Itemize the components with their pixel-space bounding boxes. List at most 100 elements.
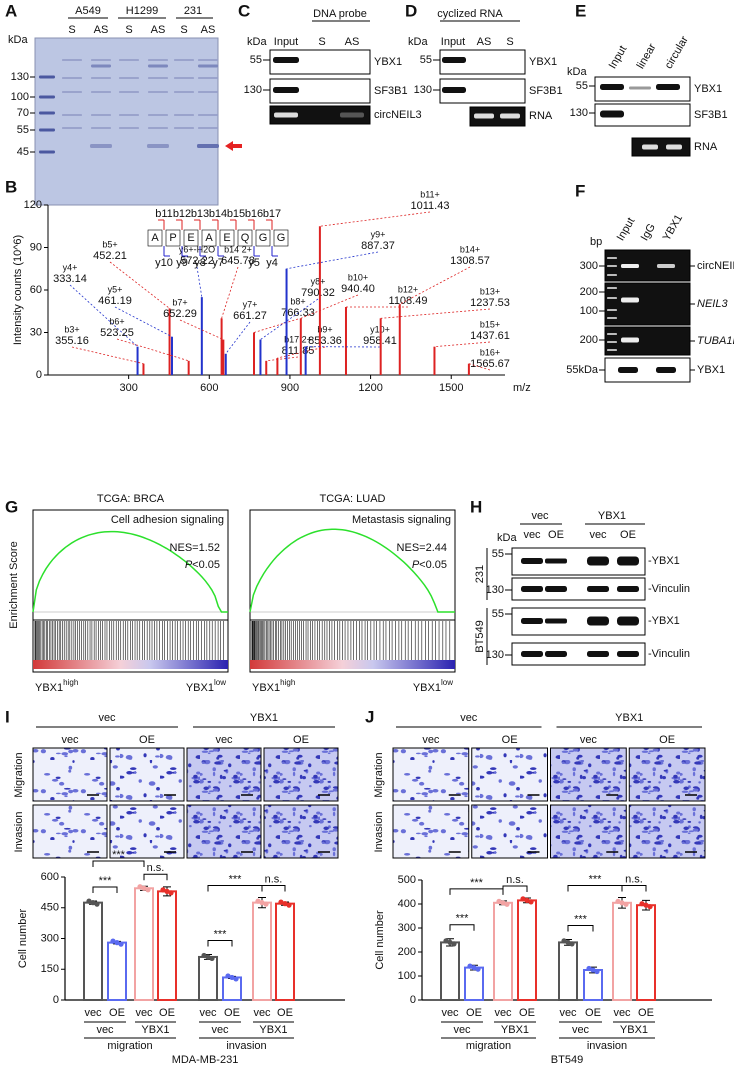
subgroup: YBX1 [259, 1024, 287, 1036]
band [657, 264, 675, 268]
band [174, 77, 194, 79]
band [521, 618, 543, 624]
band [148, 77, 168, 79]
band [198, 77, 218, 79]
lane: Input [274, 36, 298, 48]
point [286, 902, 292, 908]
blot [604, 249, 691, 282]
title: cyclized RNA [437, 8, 503, 20]
gene: YBX1 [252, 682, 280, 694]
sig-bracket [449, 888, 504, 895]
band [273, 57, 299, 63]
point [118, 941, 124, 947]
panel-letter: I [5, 707, 10, 726]
row-label: NEIL3 [697, 298, 728, 310]
marker: 55 [420, 54, 432, 66]
point [282, 901, 288, 907]
x-tick-label: OE [466, 1007, 482, 1019]
x-tick-label: 1200 [358, 382, 382, 394]
y-ion: y8 [194, 257, 206, 269]
y-tick-label: 0 [53, 994, 59, 1006]
band [607, 341, 617, 343]
residue-box [273, 229, 289, 247]
y-ion: y7 [212, 257, 224, 269]
micrograph [263, 747, 339, 802]
row-label: circNEIL3 [697, 260, 734, 272]
band [198, 114, 218, 116]
band [656, 84, 680, 90]
micrograph [550, 747, 627, 802]
sig-bracket [502, 885, 528, 892]
b-ion: b17 [263, 208, 281, 220]
rule [399, 266, 471, 305]
point [586, 965, 592, 972]
cell-line: H1299 [126, 5, 158, 17]
band [607, 274, 617, 276]
peak-mass: 572.22 [180, 255, 214, 267]
band [521, 651, 543, 657]
x-tick-label: OE [585, 1007, 601, 1019]
x-tick-label: vec [253, 1007, 271, 1019]
marker: 55 [492, 608, 504, 620]
point [229, 974, 235, 981]
cell-line: A549 [75, 5, 101, 17]
point [164, 888, 170, 894]
band [607, 287, 617, 289]
peak-label: y9+ [371, 229, 386, 239]
band [62, 127, 82, 129]
lane: AS [151, 24, 166, 36]
row-label: Invasion [13, 812, 25, 853]
band [174, 59, 194, 61]
blot [604, 357, 691, 383]
micrograph [628, 804, 706, 859]
band [174, 127, 194, 129]
band [587, 651, 609, 657]
residue: A [205, 232, 213, 244]
b-ion: b12 [173, 208, 191, 220]
band [197, 144, 219, 148]
point [201, 952, 207, 959]
x-tick-label: vec [494, 1007, 512, 1019]
rule [319, 211, 431, 227]
lane: linear [635, 41, 659, 71]
marker: 130 [414, 84, 432, 96]
group: vec [531, 510, 549, 522]
micrograph [471, 747, 548, 802]
band [607, 257, 617, 259]
gene: YBX1 [35, 682, 63, 694]
row-label: SF3B1 [529, 85, 563, 97]
band [545, 586, 567, 592]
band [91, 64, 111, 68]
rule [221, 266, 239, 319]
b-ion: b16 [245, 208, 263, 220]
p-rest: <0.05 [419, 559, 447, 571]
y-axis-label: Intensity counts (10^6) [12, 235, 24, 345]
band [600, 84, 624, 90]
y-tick-label: 60 [30, 284, 42, 296]
y-tick-label: 0 [410, 994, 416, 1006]
band [198, 59, 218, 61]
row-label: SF3B1 [374, 85, 408, 97]
sig-bracket [261, 885, 286, 892]
peak-label: b5+ [102, 239, 117, 249]
lane: circular [663, 34, 691, 71]
rule [225, 321, 251, 354]
rule [196, 266, 203, 298]
y-tick-label: 100 [398, 970, 416, 982]
sig-bracket [567, 925, 594, 932]
x-tick-label: OE [277, 1007, 293, 1019]
rule [109, 261, 170, 309]
p-symbol: P [185, 559, 193, 571]
peak-label: b8+ [290, 296, 305, 306]
unit: kDa [567, 66, 587, 78]
residue: E [187, 232, 194, 244]
panel-letter: B [5, 177, 17, 196]
marker: 200 [580, 286, 598, 298]
y-axis-label: Cell number [374, 910, 386, 970]
band [607, 309, 617, 311]
peak-mass: 1108.49 [389, 295, 428, 307]
residue-box [255, 229, 271, 247]
rule [69, 284, 138, 347]
level: low [214, 678, 226, 687]
